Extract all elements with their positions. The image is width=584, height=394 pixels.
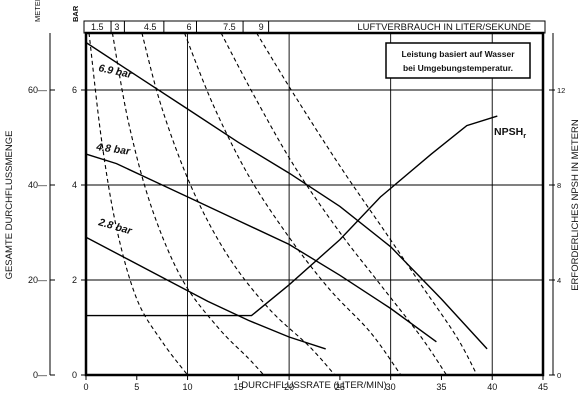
bar-unit-label: BAR <box>71 5 80 22</box>
bar-tick-label-2: 2 <box>72 275 77 285</box>
top-tick-label-9: 9 <box>259 22 264 32</box>
pressure-curve-4-8-bar <box>85 153 437 343</box>
note-box: Leistung basiert auf Wasser bei Umgebung… <box>385 42 531 79</box>
top-axis-strip <box>83 20 546 34</box>
left-axis-title: GESAMTE DURCHFLUSSMENGE <box>4 131 15 280</box>
top-tick-label-7-5: 7.5 <box>223 22 236 32</box>
bar-tick-label-6: 6 <box>72 85 77 95</box>
x-tick-label-15: 15 <box>233 382 243 392</box>
note-line-1: Leistung basiert auf Wasser <box>401 49 515 59</box>
top-axis-title: LUFTVERBRAUCH IN LITER/SEKUNDE <box>357 22 531 33</box>
npsh-tick-label-0: 0 <box>557 371 561 380</box>
x-axis-title: DURCHFLUSSRATE (LITER/MIN) <box>241 380 387 391</box>
ticks: 0 5 10 15 20 25 30 35 40 451.5 3 4.5 6 7.5 902460—20—4… <box>28 21 565 392</box>
bar-tick-label-4: 4 <box>72 180 77 190</box>
x-tick-label-35: 35 <box>436 382 446 392</box>
air-consumption-curve-9 <box>256 32 478 376</box>
air-consumption-curve-7-5 <box>220 32 447 376</box>
meter-tick-label-0: 0— <box>33 370 47 380</box>
top-tick-label-1-5: 1.5 <box>91 22 104 32</box>
air-consumption-curve-1-5 <box>88 32 189 376</box>
x-tick-label-0: 0 <box>83 382 88 392</box>
grid <box>86 33 543 375</box>
meter-unit-label: METER <box>33 0 42 22</box>
air-consumption-curve-4-5 <box>141 32 336 376</box>
npsh-label-subscript: r <box>523 131 526 140</box>
x-tick-label-25: 25 <box>335 382 345 392</box>
x-tick-label-10: 10 <box>183 382 193 392</box>
npsh-tick-label-4: 4 <box>557 276 561 285</box>
note-line-2: bei Umgebungstemperatur. <box>403 63 513 73</box>
npsh-tick-label-8: 8 <box>557 181 561 190</box>
curve-label-4-8-bar: 4.8 bar <box>95 141 132 158</box>
bar-tick-label-0: 0 <box>72 370 77 380</box>
npsh-curve <box>86 115 498 317</box>
x-tick-label-30: 30 <box>386 382 396 392</box>
x-tick-label-40: 40 <box>487 382 497 392</box>
pressure-curve-6-9-bar <box>85 41 488 350</box>
x-tick-label-5: 5 <box>134 382 139 392</box>
top-tick-label-6: 6 <box>187 22 192 32</box>
x-tick-label-20: 20 <box>284 382 294 392</box>
npsh-label-text: NPSH <box>494 126 523 138</box>
meter-tick-label-20: 20— <box>28 275 47 285</box>
top-tick-label-4-5: 4.5 <box>144 22 157 32</box>
curves <box>85 32 498 376</box>
air-consumption-curve-3 <box>111 32 265 376</box>
meter-tick-label-40: 40— <box>28 180 47 190</box>
meter-tick-label-60: 60— <box>28 85 47 95</box>
x-tick-label-45: 45 <box>538 382 548 392</box>
npsh-label: NPSHr <box>494 126 526 140</box>
right-axis-title: ERFORDERLICHES NPSH IN METERN <box>570 119 581 291</box>
top-tick-label-3: 3 <box>114 22 119 32</box>
pressure-curve-2-8-bar <box>85 236 326 350</box>
npsh-tick-label-12: 12 <box>557 86 565 95</box>
